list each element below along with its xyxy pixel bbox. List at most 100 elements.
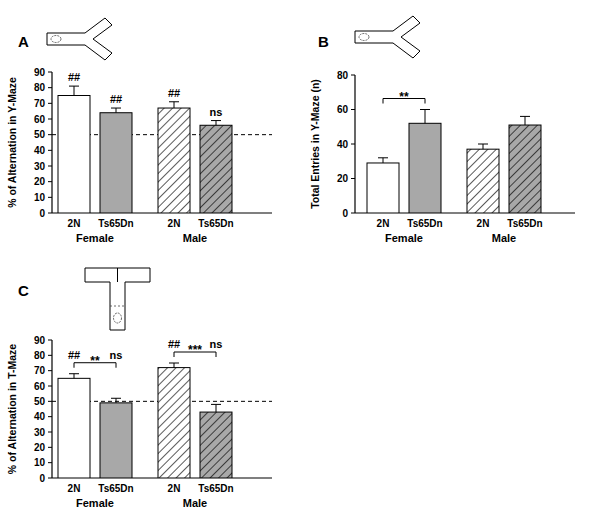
bar: [200, 125, 232, 213]
error-line: [425, 110, 426, 124]
y-tick: [48, 355, 52, 356]
panel-letter: B: [318, 33, 329, 50]
significance-label: **: [90, 354, 100, 368]
error-cap: [211, 120, 221, 121]
annotation: ##: [68, 349, 80, 361]
x-tick-label: 2N: [377, 218, 390, 229]
panel: BTotal Entries in Y-Maze (n)020406080**2…: [309, 16, 575, 244]
bar: [58, 96, 90, 214]
group-label: Male: [492, 232, 516, 244]
panel: C% of Alternation in T-Maze0102030405060…: [6, 268, 272, 509]
error-bar: [420, 110, 430, 124]
maze-icon: [47, 18, 112, 60]
mouse-icon: [51, 36, 61, 43]
bar: [509, 125, 541, 213]
plot-marks: [367, 110, 541, 214]
y-tick: [48, 478, 52, 479]
mouse-icon: [114, 313, 122, 323]
x-tick-label: Ts65Dn: [407, 218, 442, 229]
error-bar: [520, 116, 530, 125]
y-tick-label: 0: [342, 208, 348, 219]
error-line: [74, 374, 75, 379]
error-bar: [478, 144, 488, 149]
error-cap: [478, 144, 488, 145]
y-tick: [48, 181, 52, 182]
y-tick: [48, 72, 52, 73]
y-tick: [48, 432, 52, 433]
bar: [100, 403, 132, 478]
y-tick-label: 0: [39, 208, 45, 219]
y-tick: [351, 75, 355, 76]
error-line: [483, 144, 484, 149]
y-tick: [48, 119, 52, 120]
y-axis: [51, 340, 52, 478]
y-tick: [48, 150, 52, 151]
y-tick: [48, 166, 52, 167]
y-tick: [48, 197, 52, 198]
y-axis-label: % of Alternation in Y-Maze: [6, 77, 18, 208]
y-tick-label: 0: [39, 473, 45, 484]
y-axis-label: % of Alternation in T-Maze: [6, 344, 18, 474]
panel: A% of Alternation in Y-Maze0102030405060…: [6, 18, 272, 244]
background: [0, 0, 606, 528]
group-label: Female: [76, 497, 114, 509]
y-tick-label: 80: [34, 82, 46, 93]
bar: [200, 412, 232, 478]
significance-label: **: [399, 90, 409, 104]
x-tick-label: Ts65Dn: [198, 483, 233, 494]
y-tick-label: 20: [34, 176, 46, 187]
annotation: ns: [210, 106, 223, 118]
y-tick-label: 10: [34, 192, 46, 203]
error-line: [174, 102, 175, 108]
error-line: [116, 398, 117, 403]
x-tick-label: 2N: [68, 218, 81, 229]
maze-door: [110, 306, 125, 307]
y-axis-label: Total Entries in Y-Maze (n): [309, 79, 321, 209]
error-line: [525, 116, 526, 125]
error-bar: [69, 86, 79, 95]
y-tick: [351, 109, 355, 110]
bar: [158, 108, 190, 213]
y-tick-label: 80: [34, 350, 46, 361]
group-label: Female: [76, 232, 114, 244]
x-tick-label: 2N: [477, 218, 490, 229]
annotation: ns: [210, 338, 223, 350]
panel-letter: A: [18, 33, 29, 50]
y-tick-label: 80: [337, 70, 349, 81]
error-bar: [378, 158, 388, 163]
error-line: [116, 108, 117, 113]
x-tick-label: Ts65Dn: [507, 218, 542, 229]
error-cap: [520, 116, 530, 117]
maze-icon: [355, 16, 420, 58]
bar: [409, 123, 441, 213]
error-cap: [69, 373, 79, 374]
error-bar: [111, 398, 121, 403]
y-tick-label: 10: [34, 457, 46, 468]
error-line: [174, 363, 175, 368]
error-bar: [211, 404, 221, 412]
y-tick: [48, 87, 52, 88]
x-tick-label: 2N: [168, 218, 181, 229]
x-tick-label: Ts65Dn: [198, 218, 233, 229]
y-tick-label: 20: [34, 442, 46, 453]
y-tick: [351, 213, 355, 214]
error-bar: [69, 374, 79, 379]
y-axis: [51, 72, 52, 213]
bar: [467, 149, 499, 213]
y-tick-label: 40: [34, 411, 46, 422]
y-tick-label: 50: [34, 396, 46, 407]
y-tick: [48, 103, 52, 104]
y-tick-label: 40: [34, 145, 46, 156]
x-tick-label: 2N: [168, 483, 181, 494]
significance-label: ***: [188, 343, 202, 357]
y-tick: [48, 340, 52, 341]
error-cap: [169, 363, 179, 364]
y-tick-label: 60: [34, 381, 46, 392]
plot-marks: [52, 363, 272, 478]
error-line: [383, 158, 384, 163]
y-tick: [48, 134, 52, 135]
y-tick-label: 30: [34, 427, 46, 438]
y-tick-label: 20: [337, 173, 349, 184]
error-cap: [378, 157, 388, 158]
y-tick-label: 60: [34, 114, 46, 125]
